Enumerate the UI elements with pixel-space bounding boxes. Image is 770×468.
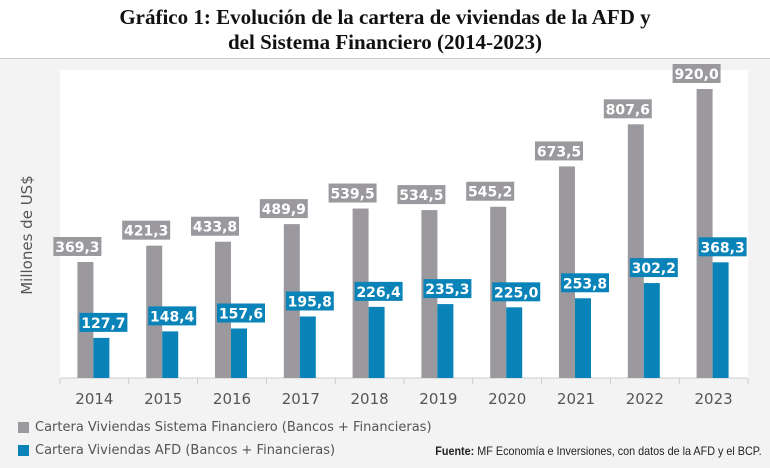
data-label: 534,5 [399,188,443,204]
bar-afd [93,337,110,378]
bar-afd [506,307,523,378]
x-tick-label: 2019 [419,390,457,408]
data-label: 195,8 [288,294,332,310]
data-label-box [122,220,171,240]
data-label: 225,0 [494,285,539,301]
data-label: 673,5 [537,144,581,160]
data-label: 127,7 [81,316,125,332]
bar-sistema [627,124,644,378]
data-label-box [191,216,239,236]
data-label: 489,9 [262,202,306,218]
data-label: 253,8 [563,276,607,292]
data-label-box [285,291,334,311]
x-tick-label: 2022 [626,390,664,408]
data-label: 226,4 [356,285,401,301]
x-tick-label: 2017 [282,390,320,408]
data-label: 369,3 [55,240,99,256]
data-label-box [328,183,377,203]
data-label: 433,8 [193,220,237,236]
data-label-box [79,312,128,332]
data-label-box [672,64,721,83]
data-label-box [466,181,515,201]
data-label-box [561,273,609,293]
bar-afd [643,283,660,378]
bar-afd [368,306,385,378]
data-label-box [217,303,265,323]
data-label-box [603,99,652,119]
x-tick-label: 2014 [75,390,113,408]
data-label: 157,6 [219,306,263,322]
legend-item-sistema: Cartera Viviendas Sistema Financiero (Ba… [18,420,432,435]
data-label: 148,4 [150,309,195,325]
data-label-box [535,141,583,161]
bar-afd [162,331,179,378]
data-label-box [629,258,678,278]
data-label-box [698,237,747,257]
x-tick-label: 2021 [557,390,595,408]
bar-afd [437,304,454,378]
bar-afd [299,316,316,378]
legend-swatch-blue [18,445,29,456]
chart-title-line2: del Sistema Financiero (2014-2023) [228,30,542,54]
data-label-box [492,282,541,302]
data-label: 235,3 [425,282,469,298]
data-label-box [259,199,308,219]
title-box: Gráfico 1: Evolución de la cartera de vi… [0,0,770,59]
chart-title: Gráfico 1: Evolución de la cartera de vi… [119,5,651,29]
x-tick-label: 2023 [695,390,733,408]
data-label: 302,2 [632,261,676,277]
legend-label: Cartera Viviendas AFD (Bancos + Financie… [35,443,336,458]
data-label: 539,5 [330,187,374,203]
data-label-box [148,306,197,326]
data-label: 545,2 [468,185,512,201]
data-label: 421,3 [124,224,168,240]
legend-swatch-gray [18,422,29,433]
data-label: 368,3 [700,240,744,256]
data-label-box [53,236,102,256]
x-tick-label: 2015 [144,390,182,408]
bar-sistema [696,89,713,378]
bar-afd [231,328,247,378]
data-label: 920,0 [674,67,719,83]
bar-sistema [559,166,575,378]
source-label: Fuente: [435,444,475,458]
source-note: Fuente: MF Economía e Inversiones, con d… [436,444,762,458]
data-label-box [423,279,472,299]
x-tick-label: 2016 [213,390,251,408]
bar-afd [575,298,591,378]
legend-item-afd: Cartera Viviendas AFD (Bancos + Financie… [18,443,335,458]
source-text: MF Economía e Inversiones, con datos de … [474,444,762,458]
data-label: 807,6 [606,102,650,118]
legend-label: Cartera Viviendas Sistema Financiero (Ba… [35,420,432,435]
bar-afd [712,262,729,378]
x-tick-label: 2018 [351,390,389,408]
data-label-box [397,185,446,205]
data-label-box [354,281,403,301]
x-tick-label: 2020 [488,390,526,408]
